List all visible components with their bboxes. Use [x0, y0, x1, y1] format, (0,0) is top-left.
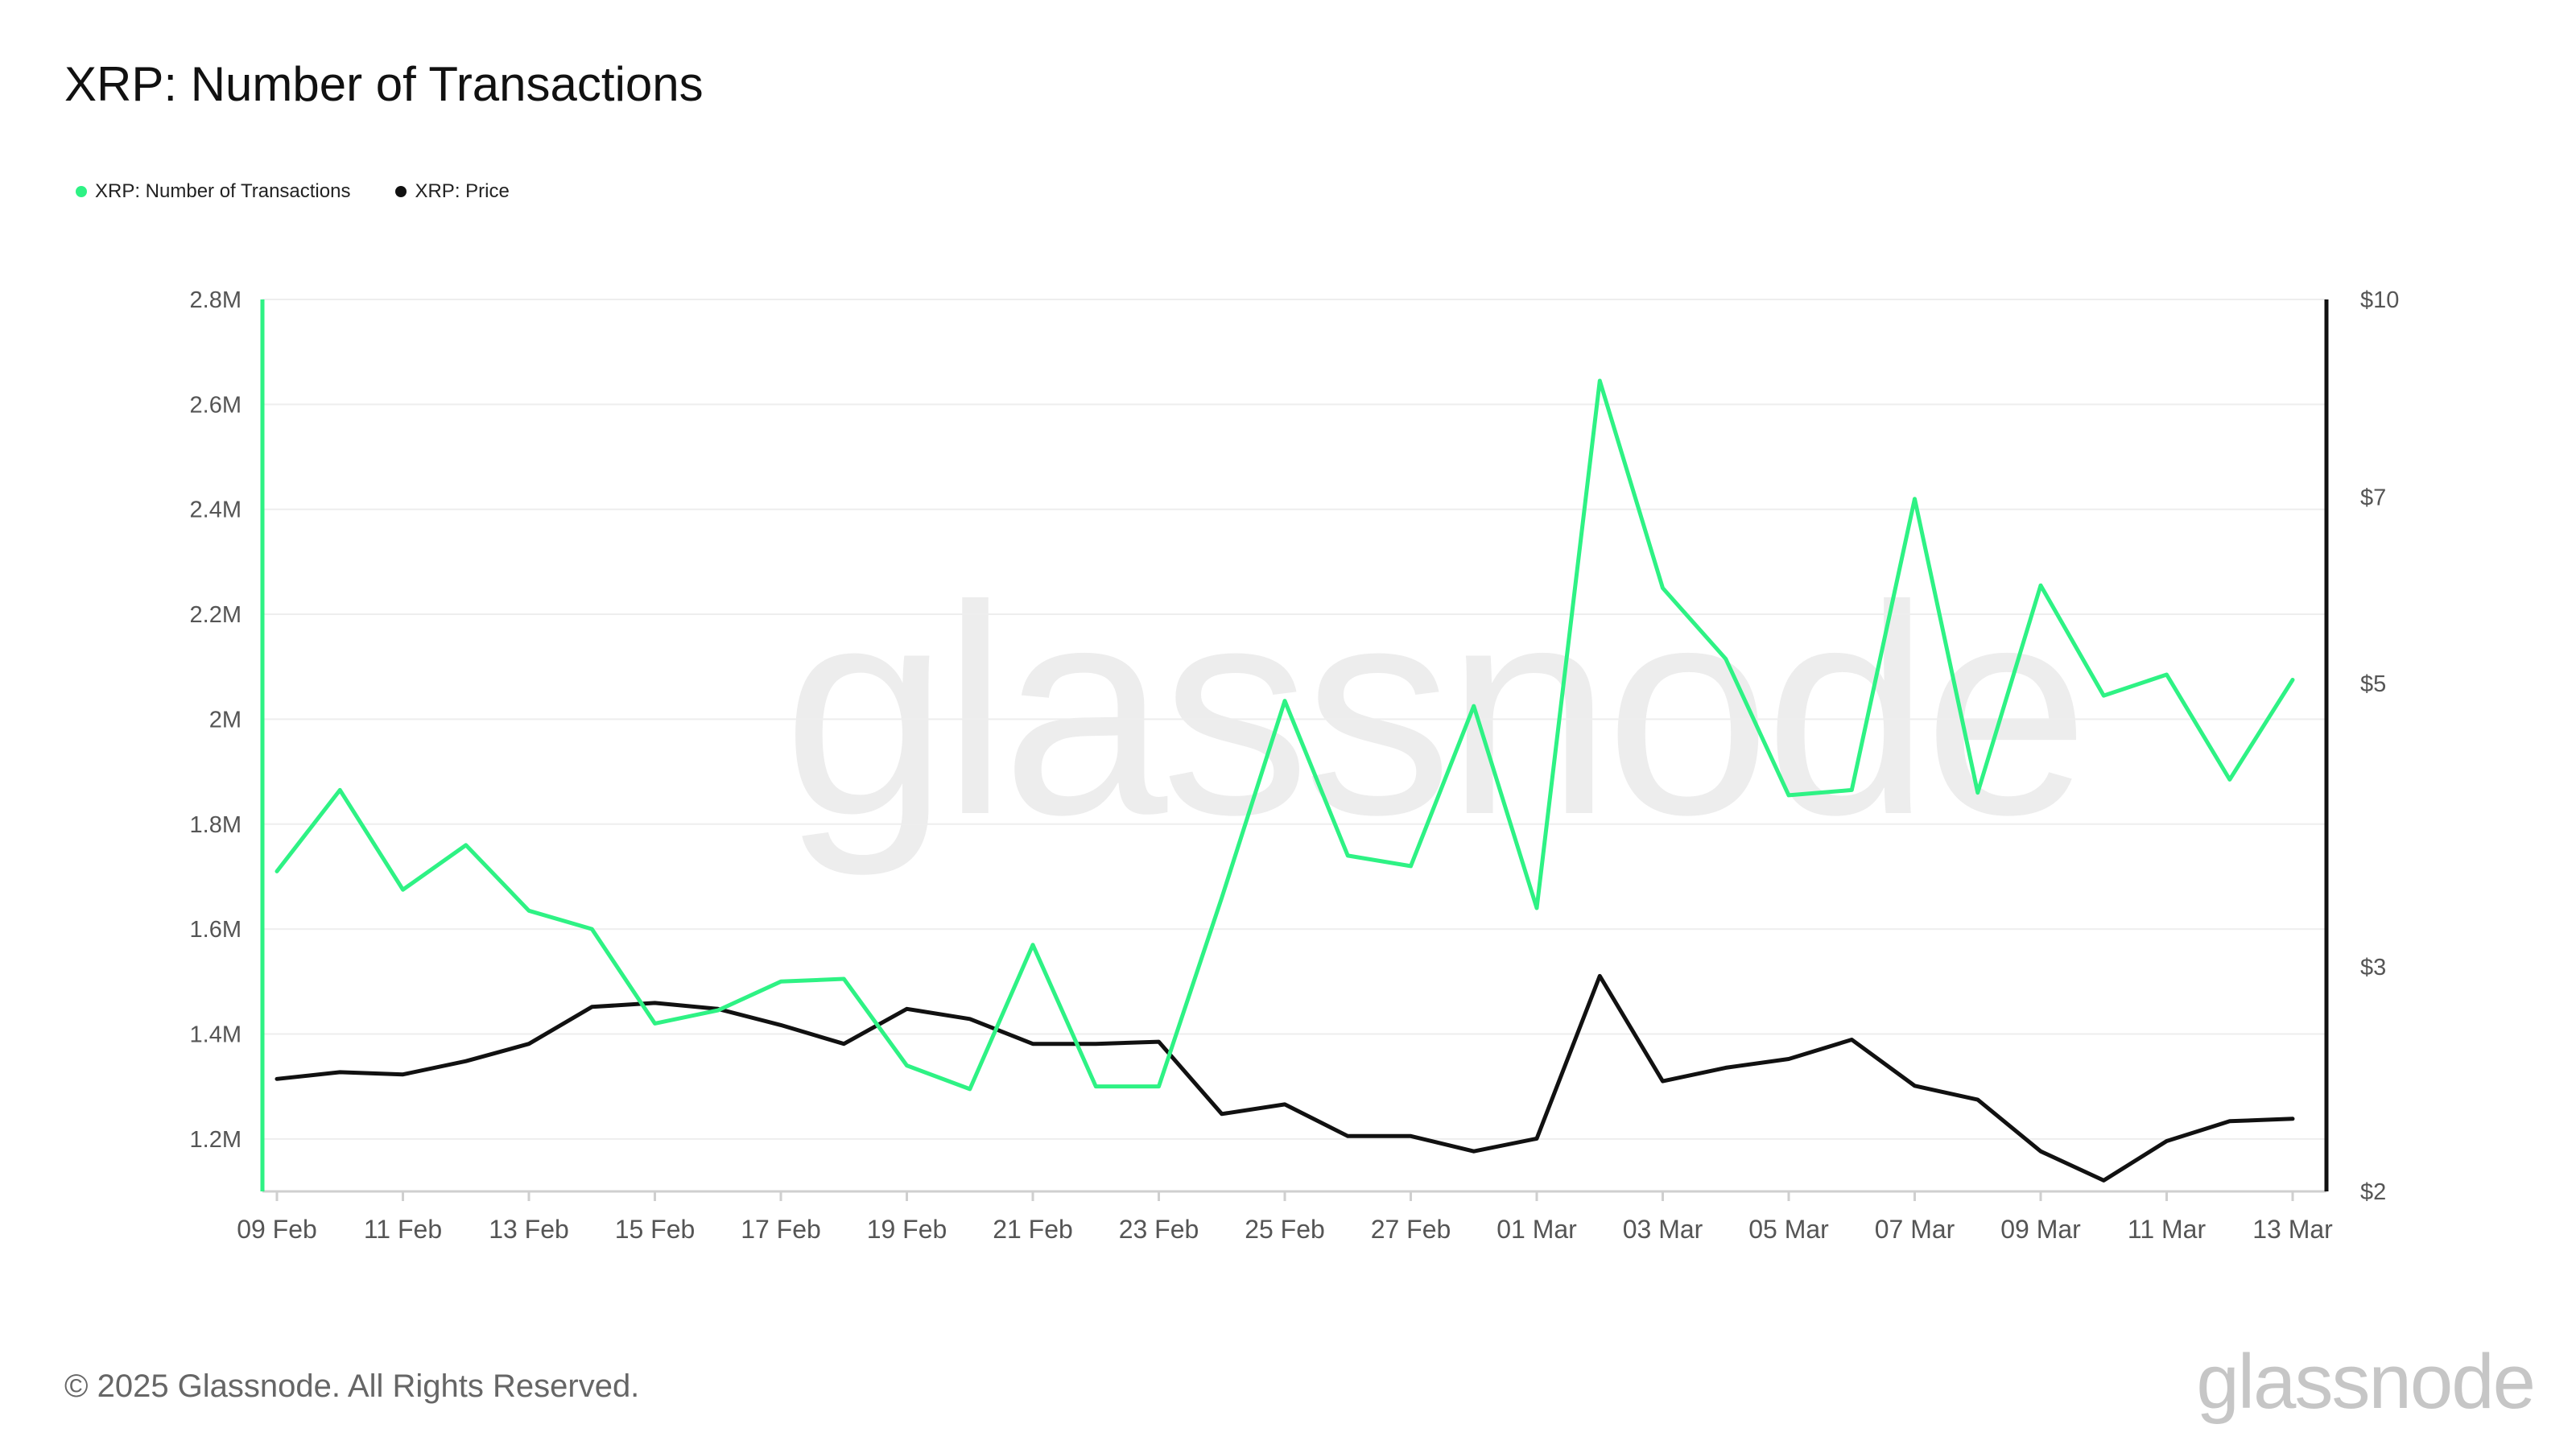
y-right-tick-label: $7 [2360, 485, 2386, 511]
y-left-tick-label: 2.2M [190, 602, 242, 628]
x-tick-label: 09 Mar [2000, 1215, 2081, 1244]
legend-label-price: XRP: Price [415, 180, 510, 202]
y-right-tick-label: $5 [2360, 671, 2386, 697]
x-tick-label: 15 Feb [615, 1215, 696, 1244]
copyright-footer: © 2025 Glassnode. All Rights Reserved. [64, 1368, 640, 1404]
y-right-tick-label: $3 [2360, 955, 2386, 980]
x-tick-label: 01 Mar [1496, 1215, 1577, 1244]
legend-label-transactions: XRP: Number of Transactions [95, 180, 351, 202]
x-tick-label: 19 Feb [867, 1215, 947, 1244]
y-left-tick-label: 2.8M [190, 287, 242, 313]
legend-item-price[interactable]: XRP: Price [395, 180, 510, 203]
x-tick-label: 13 Feb [489, 1215, 569, 1244]
x-tick-label: 07 Mar [1875, 1215, 1955, 1244]
y-left-tick-label: 1.4M [190, 1022, 242, 1047]
x-tick-label: 17 Feb [741, 1215, 821, 1244]
series-line-transactions [275, 378, 2295, 1092]
y-left-tick-label: 2.4M [190, 497, 242, 523]
x-tick-label: 23 Feb [1119, 1215, 1199, 1244]
x-tick-label: 09 Feb [237, 1215, 317, 1244]
y-left-tick-label: 1.8M [190, 812, 242, 838]
watermark-text: glassnode [783, 544, 2083, 878]
series-line-price [275, 973, 2295, 1183]
x-tick-label: 05 Mar [1748, 1215, 1829, 1244]
series-lines [275, 378, 2295, 1183]
y-left-tick-label: 1.2M [190, 1127, 242, 1153]
x-tick-label: 11 Mar [2128, 1215, 2207, 1244]
x-tick-label: 27 Feb [1371, 1215, 1451, 1244]
axes [260, 299, 2329, 1201]
tick-labels: 1.2M 1.4M 1.6M 1.8M 2M 2.2M 2.4M 2.6M 2.8M $2 $3 $5… [190, 287, 2400, 1244]
x-tick-label: 25 Feb [1245, 1215, 1325, 1244]
legend: XRP: Number of Transactions XRP: Price [76, 180, 555, 203]
x-tick-label: 13 Mar [2252, 1215, 2333, 1244]
y-left-tick-label: 2.6M [190, 392, 242, 418]
legend-item-transactions[interactable]: XRP: Number of Transactions [76, 180, 350, 203]
y-right-tick-label: $2 [2360, 1179, 2386, 1205]
legend-dot-transactions [76, 186, 87, 197]
legend-dot-price [395, 186, 407, 197]
x-tick-label: 21 Feb [993, 1215, 1073, 1244]
chart-title: XRP: Number of Transactions [64, 57, 704, 111]
gridlines [262, 299, 2326, 1140]
y-left-tick-label: 2M [209, 707, 242, 733]
x-tick-label: 11 Feb [364, 1215, 442, 1244]
y-right-tick-label: $10 [2360, 287, 2399, 313]
x-tick-label: 03 Mar [1623, 1215, 1703, 1244]
y-left-tick-label: 1.6M [190, 917, 242, 943]
brand-logo-text: glassnode [2196, 1339, 2536, 1425]
